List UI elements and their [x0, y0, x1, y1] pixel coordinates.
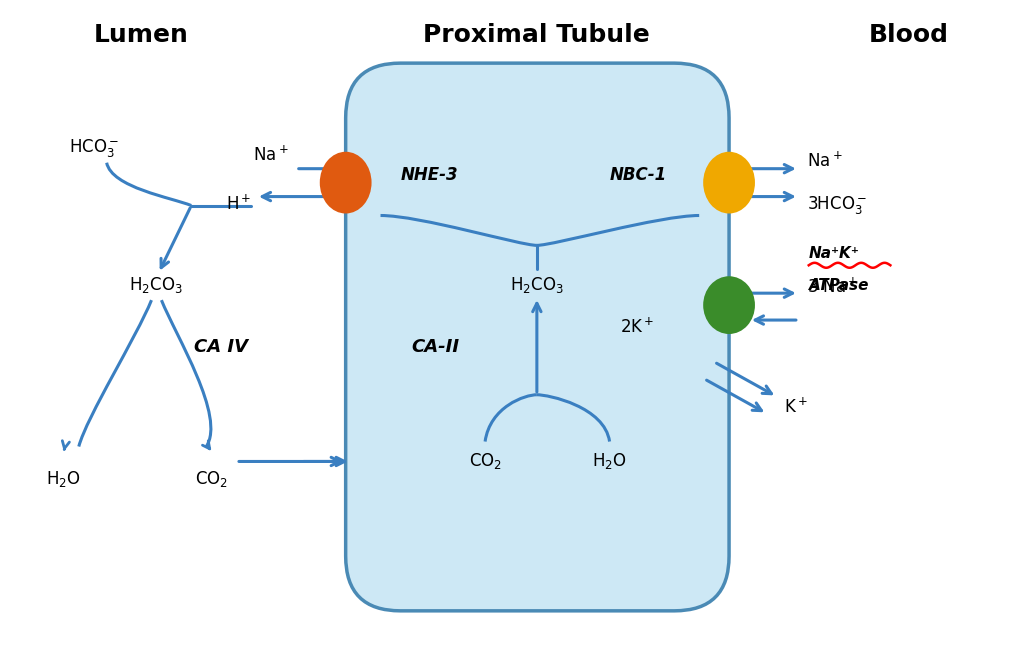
Text: K$^+$: K$^+$ [784, 397, 808, 416]
Text: H$_2$O: H$_2$O [592, 452, 627, 472]
Text: Na⁺K⁺: Na⁺K⁺ [809, 246, 860, 261]
Text: H$_2$CO$_3$: H$_2$CO$_3$ [129, 275, 184, 295]
Text: Lumen: Lumen [94, 23, 189, 47]
Text: Na$^+$: Na$^+$ [807, 151, 842, 170]
Text: Blood: Blood [869, 23, 948, 47]
Text: HCO$_3^-$: HCO$_3^-$ [69, 137, 119, 159]
Text: NBC-1: NBC-1 [610, 165, 668, 183]
Text: 2K$^+$: 2K$^+$ [620, 317, 654, 337]
Text: H$_2$O: H$_2$O [46, 470, 81, 490]
Text: Proximal Tubule: Proximal Tubule [423, 23, 650, 47]
Text: CA-II: CA-II [411, 338, 460, 356]
Text: Na$^+$: Na$^+$ [254, 145, 289, 164]
Text: 3 Na$^+$: 3 Na$^+$ [807, 277, 858, 297]
Text: CO$_2$: CO$_2$ [469, 452, 502, 472]
Text: H$_2$CO$_3$: H$_2$CO$_3$ [510, 275, 564, 295]
Text: ATPase: ATPase [809, 277, 870, 293]
Text: CA IV: CA IV [194, 338, 248, 356]
FancyBboxPatch shape [345, 63, 729, 611]
Text: NHE-3: NHE-3 [400, 165, 459, 183]
Text: 3HCO$_3^-$: 3HCO$_3^-$ [807, 193, 867, 215]
Ellipse shape [703, 152, 754, 213]
Text: H$^+$: H$^+$ [225, 195, 251, 214]
Ellipse shape [320, 152, 372, 213]
Ellipse shape [703, 276, 754, 334]
Text: CO$_2$: CO$_2$ [195, 470, 228, 490]
